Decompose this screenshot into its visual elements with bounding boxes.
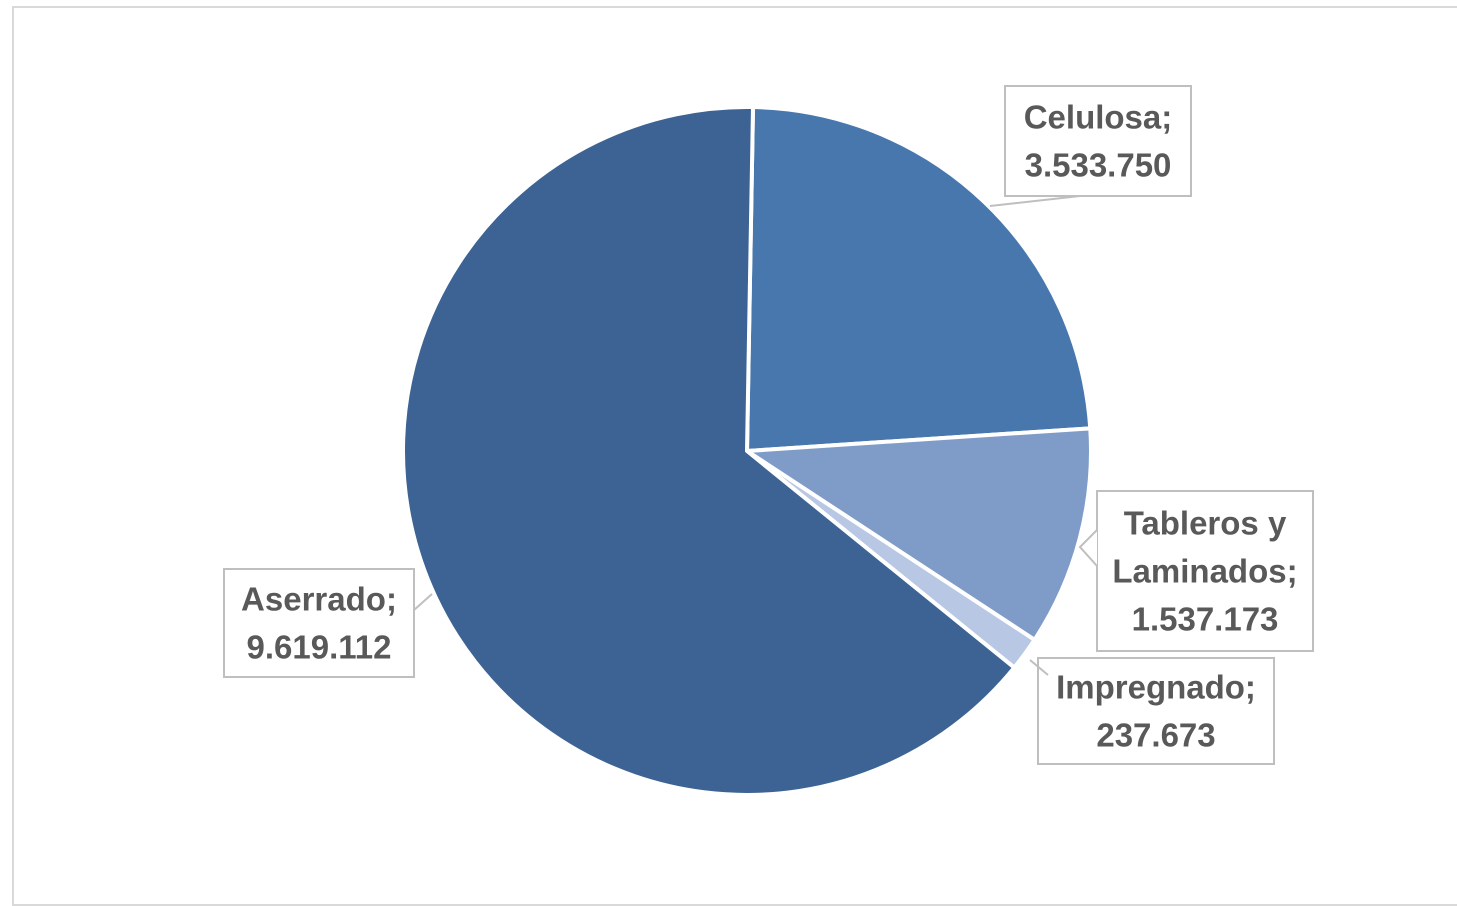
data-label-text: Celulosa; bbox=[1024, 99, 1173, 136]
data-label-text: 237.673 bbox=[1096, 717, 1215, 754]
data-label-tableros-y-laminados: Tableros y Laminados; 1.537.173 bbox=[1078, 490, 1314, 652]
data-label-celulosa: Celulosa; 3.533.750 bbox=[989, 85, 1192, 207]
pie-slice-aserrado bbox=[401, 105, 1017, 797]
leader-line bbox=[1078, 529, 1098, 567]
data-label-box bbox=[1037, 657, 1275, 765]
pie-slices bbox=[401, 105, 1093, 797]
pie-slice-celulosa bbox=[745, 105, 1093, 453]
data-label-aserrado: Aserrado; 9.619.112 bbox=[223, 568, 433, 678]
pie-slice-tableros-y-laminados bbox=[745, 426, 1093, 642]
data-label-box bbox=[1096, 490, 1314, 652]
data-label-text: Laminados; bbox=[1112, 553, 1297, 590]
data-label-text: Impregnado; bbox=[1056, 669, 1256, 706]
data-label-text: 1.537.173 bbox=[1132, 601, 1279, 638]
data-label-box bbox=[1004, 85, 1192, 197]
leader-line bbox=[989, 195, 1081, 207]
data-labels: Celulosa; 3.533.750 Tableros y Laminados; 1.… bbox=[223, 85, 1314, 765]
data-label-text: Aserrado; bbox=[241, 581, 397, 618]
leader-line bbox=[1029, 659, 1049, 676]
leader-line bbox=[413, 593, 433, 611]
data-label-box bbox=[223, 568, 415, 678]
data-label-text: Tableros y bbox=[1124, 505, 1287, 542]
data-label-text: 3.533.750 bbox=[1025, 147, 1172, 184]
data-label-text: 9.619.112 bbox=[247, 629, 392, 666]
data-label-impregnado: Impregnado; 237.673 bbox=[1029, 657, 1275, 765]
